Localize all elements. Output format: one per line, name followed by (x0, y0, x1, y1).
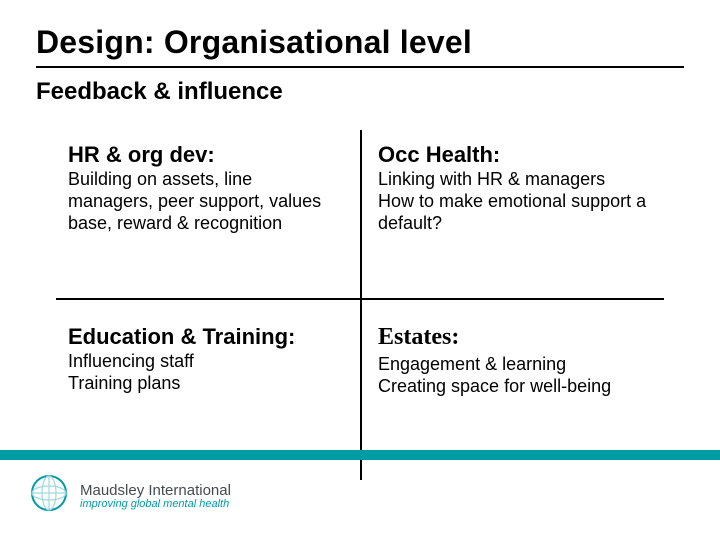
page-title: Design: Organisational level (36, 24, 472, 61)
title-underline (36, 66, 684, 68)
logo-name: Maudsley International (80, 482, 231, 499)
quadrant-body: Engagement & learning Creating space for… (378, 354, 668, 398)
quadrant-bottom-left: Education & Training: Influencing staff … (68, 320, 348, 399)
quadrant-heading: HR & org dev: (68, 142, 338, 167)
quadrant-bottom-right: Estates: Engagement & learning Creating … (378, 320, 678, 402)
quadrant-body: Building on assets, line managers, peer … (68, 169, 338, 235)
slide: Design: Organisational level Feedback & … (0, 0, 720, 540)
quadrant-body: Influencing staff Training plans (68, 351, 338, 395)
quadrant-top-left: HR & org dev: Building on assets, line m… (68, 138, 348, 239)
footer-logo: Maudsley International improving global … (28, 472, 231, 519)
footer-logo-text: Maudsley International improving global … (80, 482, 231, 510)
divider-vertical (360, 130, 362, 480)
quadrant-heading: Education & Training: (68, 324, 338, 349)
divider-horizontal (56, 298, 664, 300)
logo-tagline: improving global mental health (80, 498, 231, 510)
quadrant-heading: Occ Health: (378, 142, 668, 167)
quadrant-top-right: Occ Health: Linking with HR & managers H… (378, 138, 678, 239)
accent-stripe (0, 450, 720, 460)
quadrant-heading: Estates: (378, 324, 668, 352)
quadrant-grid: HR & org dev: Building on assets, line m… (60, 130, 660, 470)
globe-icon (28, 472, 70, 519)
quadrant-body: Linking with HR & managers How to make e… (378, 169, 668, 235)
page-subtitle: Feedback & influence (36, 78, 283, 106)
